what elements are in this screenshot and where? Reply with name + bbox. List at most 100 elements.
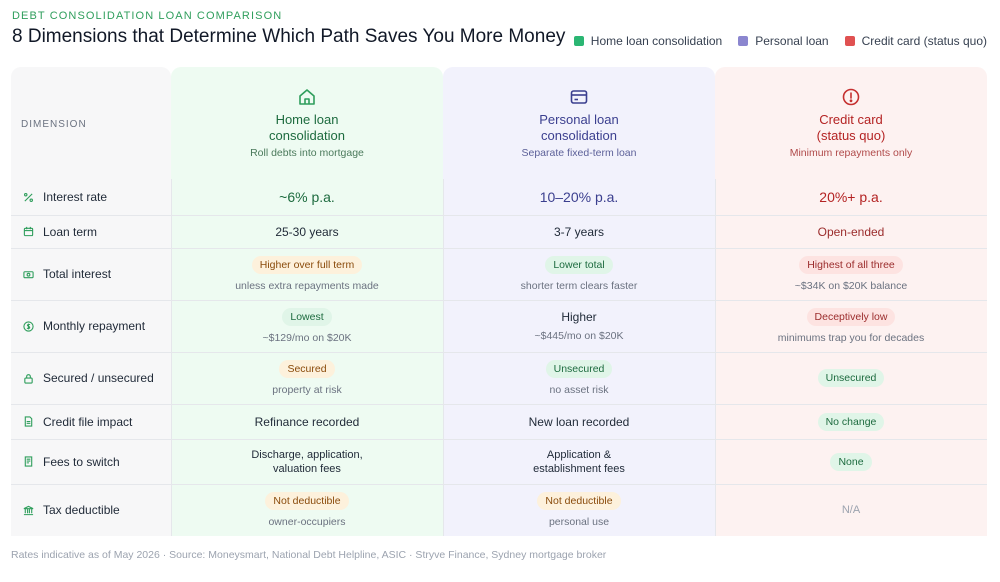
personal-cell: 3-7 years bbox=[443, 215, 715, 248]
cell-value: 20%+ p.a. bbox=[819, 189, 883, 205]
row-divider bbox=[11, 484, 987, 485]
dimension-cell: Fees to switch bbox=[11, 439, 171, 484]
legend-swatch-home bbox=[573, 36, 584, 46]
cell-note: ~$445/mo on $20K bbox=[534, 330, 624, 342]
cell-note: shorter term clears faster bbox=[520, 280, 638, 292]
cell-note: ~$129/mo on $20K bbox=[262, 332, 352, 344]
row-divider bbox=[11, 215, 987, 216]
column-sub-personal: Separate fixed-term loan bbox=[521, 147, 637, 159]
cell-note: property at risk bbox=[272, 384, 342, 396]
legend: Home loan consolidation Personal loan Cr… bbox=[558, 34, 987, 48]
cell-value: Higher bbox=[561, 310, 597, 324]
cell-value: Refinance recorded bbox=[254, 414, 360, 429]
table-row: Monthly repayment Lowest ~$129/mo on $20… bbox=[11, 300, 987, 352]
legend-item-credit: Credit card (status quo) bbox=[844, 34, 987, 48]
status-badge: None bbox=[830, 452, 872, 471]
table-row: Total interest Higher over full term unl… bbox=[11, 248, 987, 300]
dimension-label: Fees to switch bbox=[43, 454, 120, 469]
column-name-personal-line1: Personal loan bbox=[539, 112, 619, 127]
alert-icon bbox=[842, 88, 860, 106]
dimension-label: Tax deductible bbox=[43, 503, 120, 517]
home-column-bg bbox=[171, 67, 443, 536]
home-cell: Discharge, application, valuation fees bbox=[171, 439, 443, 484]
status-badge: Unsecured bbox=[817, 369, 885, 387]
row-divider bbox=[11, 404, 987, 405]
home-cell: Secured property at risk bbox=[171, 352, 443, 404]
status-badge: Not deductible bbox=[265, 492, 349, 510]
receipt-icon bbox=[24, 456, 33, 467]
dimension-label: Monthly repayment bbox=[43, 319, 146, 333]
column-name-personal-line2: consolidation bbox=[541, 128, 617, 143]
home-cell: ~6% p.a. bbox=[171, 179, 443, 215]
home-cell: Not deductible owner-occupiers bbox=[171, 484, 443, 536]
legend-swatch-credit bbox=[844, 36, 855, 46]
house-icon bbox=[299, 89, 315, 105]
personal-cell: Not deductible personal use bbox=[443, 484, 715, 536]
document-icon bbox=[24, 416, 33, 427]
dimension-label: Interest rate bbox=[43, 190, 108, 204]
column-name-credit-line1: Credit card bbox=[819, 112, 883, 127]
credit-cell: Unsecured bbox=[715, 352, 987, 404]
row-divider bbox=[11, 439, 987, 440]
status-badge: Not deductible bbox=[537, 492, 621, 510]
dimension-cell: Loan term bbox=[11, 215, 171, 248]
dimension-cell: Tax deductible bbox=[11, 484, 171, 536]
cell-note: minimums trap you for decades bbox=[777, 332, 925, 344]
cell-value: Open-ended bbox=[817, 224, 885, 239]
column-sub-credit: Minimum repayments only bbox=[789, 147, 913, 159]
table-row: Fees to switch Discharge, application, v… bbox=[11, 439, 987, 484]
cash-icon bbox=[23, 270, 34, 278]
home-cell: Refinance recorded bbox=[171, 404, 443, 439]
personal-cell: Unsecured no asset risk bbox=[443, 352, 715, 404]
eyebrow-label: DEBT CONSOLIDATION LOAN COMPARISON bbox=[12, 10, 283, 22]
cell-value-line1: Application & bbox=[546, 448, 612, 461]
cell-value: 10–20% p.a. bbox=[539, 189, 619, 205]
card-icon bbox=[570, 90, 588, 104]
status-badge: Lower total bbox=[545, 256, 613, 274]
table-row: Loan term 25-30 years 3-7 years Open-end… bbox=[11, 215, 987, 248]
column-divider bbox=[715, 179, 716, 536]
status-badge: No change bbox=[817, 412, 885, 431]
legend-item-personal: Personal loan bbox=[738, 34, 829, 48]
dimension-cell: Total interest bbox=[11, 248, 171, 300]
personal-cell: 10–20% p.a. bbox=[443, 179, 715, 215]
credit-cell: Deceptively low minimums trap you for de… bbox=[715, 300, 987, 352]
column-name-home-line1: Home loan bbox=[275, 112, 339, 127]
cell-note: ~$34K on $20K balance bbox=[794, 280, 908, 292]
credit-cell: Open-ended bbox=[715, 215, 987, 248]
column-header-credit: Credit card (status quo) Minimum repayme… bbox=[715, 67, 987, 179]
column-name-home-line2: consolidation bbox=[269, 128, 345, 143]
table-row: Tax deductible Not deductible owner-occu… bbox=[11, 484, 987, 536]
cell-value: New loan recorded bbox=[528, 414, 630, 429]
credit-cell: 20%+ p.a. bbox=[715, 179, 987, 215]
column-name-credit-line2: (status quo) bbox=[816, 128, 886, 143]
credit-cell: No change bbox=[715, 404, 987, 439]
bank-icon bbox=[23, 505, 34, 515]
dimension-label: Loan term bbox=[43, 224, 98, 239]
lock-icon bbox=[24, 373, 33, 384]
cell-note: owner-occupiers bbox=[268, 516, 346, 528]
dimension-cell: Secured / unsecured bbox=[11, 352, 171, 404]
dimension-column-bg bbox=[11, 67, 171, 536]
page-title: 8 Dimensions that Determine Which Path S… bbox=[12, 26, 566, 47]
calendar-icon bbox=[23, 226, 34, 237]
column-header-home: Home loan consolidation Roll debts into … bbox=[171, 67, 443, 179]
cell-value-line2: establishment fees bbox=[533, 462, 625, 475]
row-divider bbox=[11, 300, 987, 301]
status-badge: Highest of all three bbox=[799, 256, 903, 274]
status-badge: Higher over full term bbox=[251, 256, 363, 274]
dimension-cell: Interest rate bbox=[11, 179, 171, 215]
cell-value-line1: Discharge, application, bbox=[251, 448, 363, 461]
home-cell: Lowest ~$129/mo on $20K bbox=[171, 300, 443, 352]
cell-value: 3-7 years bbox=[553, 224, 605, 239]
home-cell: 25-30 years bbox=[171, 215, 443, 248]
cell-note: no asset risk bbox=[549, 384, 609, 396]
home-cell: Higher over full term unless extra repay… bbox=[171, 248, 443, 300]
comparison-table: DIMENSION Home loan consolidation Roll d… bbox=[11, 67, 987, 536]
status-badge: Unsecured bbox=[545, 360, 613, 378]
column-sub-home: Roll debts into mortgage bbox=[250, 147, 364, 159]
cell-note: personal use bbox=[548, 516, 610, 528]
column-header-personal: Personal loan consolidation Separate fix… bbox=[443, 67, 715, 179]
legend-swatch-personal bbox=[738, 36, 749, 46]
dimension-label: Secured / unsecured bbox=[43, 371, 154, 385]
